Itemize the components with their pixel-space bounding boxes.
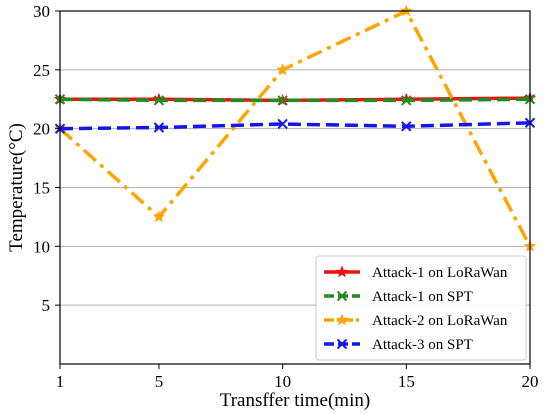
- legend-marker: [336, 290, 348, 302]
- data-point: [276, 63, 289, 76]
- legend-marker: [335, 313, 349, 326]
- data-point: [153, 95, 165, 106]
- y-tick-label: 20: [33, 120, 50, 139]
- legend-marker: [336, 338, 348, 350]
- x-axis-title: Transffer time(min): [220, 390, 370, 411]
- y-tick-label: 15: [33, 179, 50, 198]
- legend-item: Attack-3 on SPT: [324, 337, 473, 353]
- y-tick-label: 10: [33, 237, 50, 256]
- y-tick-label: 25: [33, 61, 50, 80]
- x-tick-label: 10: [274, 372, 291, 391]
- y-axis-title: Temperature(°C): [6, 123, 27, 252]
- x-tick-label: 20: [522, 372, 539, 391]
- legend-item: Attack-2 on LoRaWan: [324, 313, 508, 329]
- series-line: [59, 121, 531, 131]
- series-2: [54, 94, 536, 106]
- series-line: [59, 97, 531, 103]
- legend-label: Attack-1 on SPT: [372, 289, 473, 305]
- series-layer: [53, 4, 537, 252]
- legend: Attack-1 on LoRaWan Attack-1 on SPT Attack…: [315, 255, 527, 361]
- data-point: [401, 95, 412, 106]
- legend-label: Attack-3 on SPT: [372, 337, 473, 353]
- x-tick-label: 1: [56, 372, 65, 391]
- x-tick-label: 5: [155, 372, 164, 391]
- legend-label: Attack-1 on LoRaWan: [372, 265, 508, 281]
- data-point: [401, 121, 412, 132]
- legend-marker: [335, 265, 349, 278]
- legend-box: [315, 255, 527, 361]
- data-point: [153, 122, 165, 133]
- data-point: [277, 95, 288, 106]
- x-tick-label: 15: [398, 372, 415, 391]
- data-point: [152, 210, 166, 223]
- legend-item: Attack-1 on LoRaWan: [324, 265, 508, 281]
- legend-label: Attack-2 on LoRaWan: [372, 313, 508, 329]
- y-tick-label: 5: [42, 296, 51, 315]
- y-tick-label: 30: [33, 2, 50, 21]
- legend-item: Attack-1 on SPT: [324, 289, 473, 305]
- data-point: [277, 118, 288, 130]
